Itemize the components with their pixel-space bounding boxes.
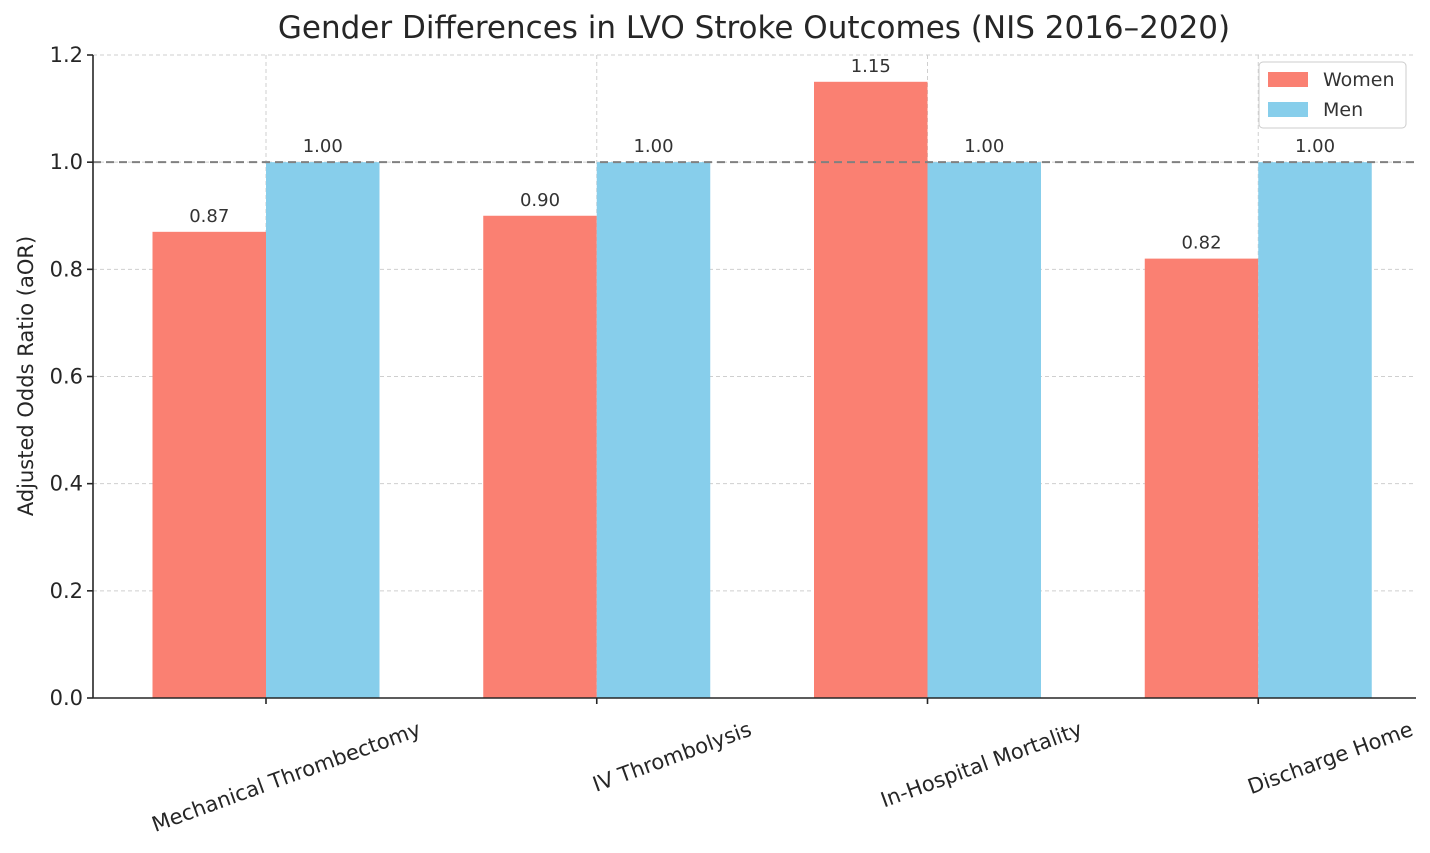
bar-women-4 — [1144, 258, 1259, 698]
x-tick-label: IV Thrombolysis — [589, 717, 754, 797]
legend-swatch-women — [1268, 72, 1308, 87]
bar-women-3 — [814, 81, 928, 698]
axes — [87, 54, 1416, 704]
bar-label-women-3: 1.15 — [851, 56, 891, 77]
x-tick-label: In-Hospital Mortality — [877, 717, 1085, 812]
bar-value-labels: 0.87 1.00 0.90 1.00 1.15 1.00 0.82 1.00 — [189, 56, 1335, 254]
y-tick-label: 0.2 — [50, 579, 83, 603]
x-tick-label: Mechanical Thrombectomy — [149, 717, 424, 837]
bar-label-men-2: 1.00 — [633, 136, 673, 157]
legend-label-men: Men — [1323, 99, 1363, 121]
y-tick-label: 0.4 — [50, 472, 83, 496]
bar-men-2 — [596, 162, 711, 698]
bar-men-4 — [1258, 162, 1372, 698]
bar-men-1 — [266, 162, 380, 698]
y-tick-label: 0.8 — [50, 257, 83, 281]
legend: Women Men — [1258, 61, 1407, 129]
bar-women-2 — [483, 215, 597, 698]
bar-women-1 — [152, 231, 266, 698]
y-tick-label: 0.6 — [50, 365, 83, 389]
y-tick-label: 0.0 — [50, 686, 83, 710]
chart-title: Gender Differences in LVO Stroke Outcome… — [278, 10, 1230, 46]
y-axis-title: Adjusted Odds Ratio (aOR) — [14, 236, 38, 516]
bar-label-women-4: 0.82 — [1181, 233, 1221, 254]
bar-label-men-1: 1.00 — [303, 136, 343, 157]
legend-label-women: Women — [1323, 69, 1395, 91]
bar-label-women-2: 0.90 — [520, 190, 560, 211]
bar-label-women-1: 0.87 — [189, 206, 229, 227]
bar-men-3 — [927, 162, 1041, 698]
bar-label-men-4: 1.00 — [1295, 136, 1335, 157]
y-tick-label: 1.0 — [50, 150, 83, 174]
legend-swatch-men — [1268, 102, 1308, 117]
y-tick-label: 1.2 — [50, 43, 83, 67]
x-tick-label: Discharge Home — [1245, 717, 1417, 799]
bars — [152, 81, 1372, 698]
bar-label-men-3: 1.00 — [964, 136, 1004, 157]
